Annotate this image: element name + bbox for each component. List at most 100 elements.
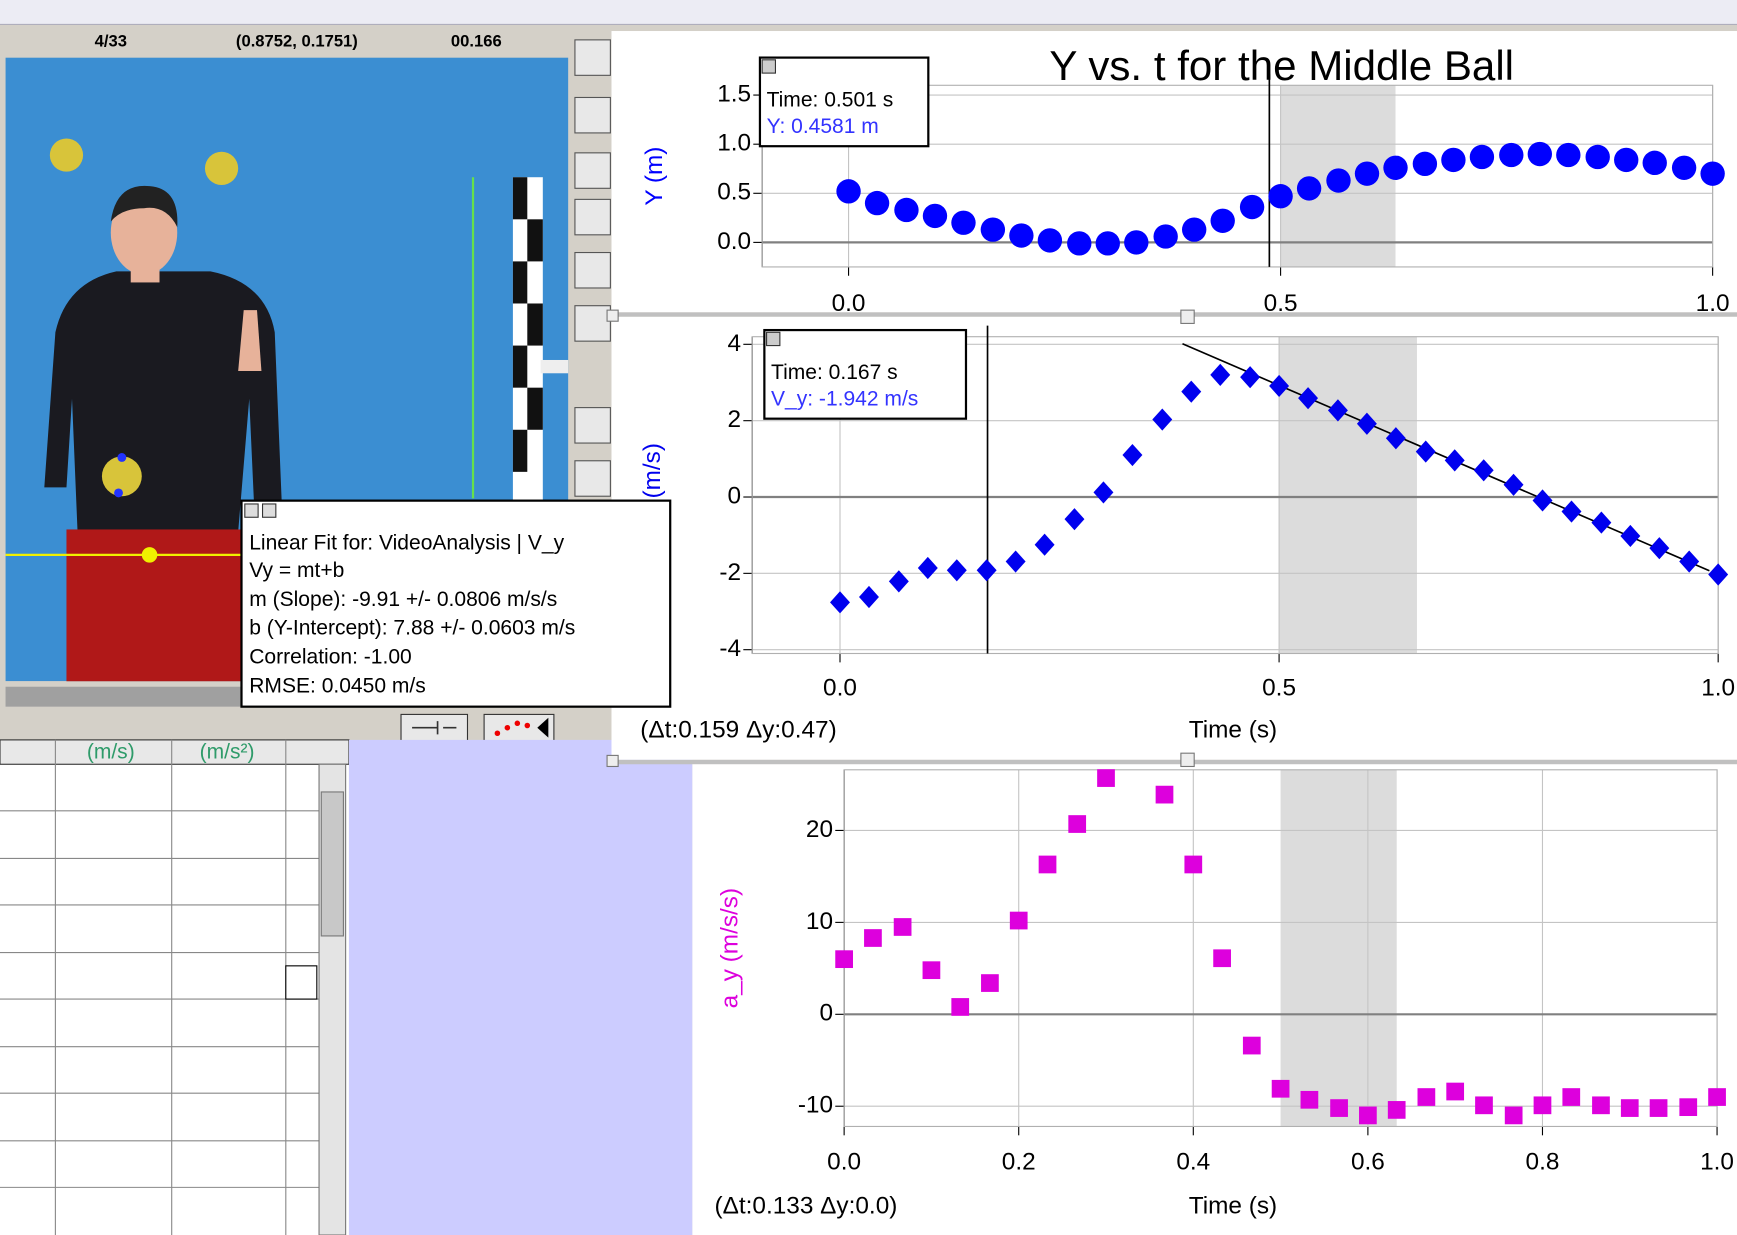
data-point xyxy=(981,217,1005,241)
ball xyxy=(50,138,83,171)
data-point xyxy=(1010,912,1028,930)
data-point xyxy=(981,974,999,992)
y-tick-label: 0.5 xyxy=(717,179,751,206)
tooltip-close[interactable] xyxy=(767,332,780,345)
y-tick-label: -2 xyxy=(719,559,741,586)
y-tick-label: 4 xyxy=(728,330,742,357)
data-point xyxy=(1413,152,1437,176)
y-tick-label: 0.0 xyxy=(717,228,751,255)
x-tick-label: 0.0 xyxy=(823,674,857,701)
scroll-thumb[interactable] xyxy=(321,792,343,936)
data-point xyxy=(1268,184,1292,208)
track-point xyxy=(114,488,123,497)
data-point xyxy=(1211,209,1235,233)
data-point xyxy=(1355,161,1379,185)
x-tick-label: 1.0 xyxy=(1701,674,1735,701)
tool-button[interactable] xyxy=(575,199,610,234)
data-point xyxy=(835,950,853,968)
stick-arm xyxy=(541,360,569,373)
data-point xyxy=(1621,1099,1639,1117)
data-point xyxy=(1643,151,1667,175)
data-point xyxy=(894,198,918,222)
data-point xyxy=(1528,142,1552,166)
resize-handle[interactable] xyxy=(1181,310,1194,323)
x-tick-label: 0.8 xyxy=(1526,1148,1560,1175)
data-point xyxy=(1679,1098,1697,1116)
data-point xyxy=(1097,769,1115,787)
tool-button[interactable] xyxy=(575,97,610,132)
data-point xyxy=(1039,856,1057,874)
data-point xyxy=(923,961,941,979)
selection xyxy=(1279,337,1417,654)
tool-button[interactable] xyxy=(575,306,610,341)
fit-text: Correlation: -1.00 xyxy=(249,645,412,668)
tool-button[interactable] xyxy=(575,253,610,288)
data-point xyxy=(1470,145,1494,169)
data-point xyxy=(836,179,860,203)
data-point xyxy=(1441,148,1465,172)
column-header: (m/s) xyxy=(87,741,135,764)
ball xyxy=(205,152,238,185)
data-point xyxy=(1556,143,1580,167)
x-tick-label: 1.0 xyxy=(1700,1148,1734,1175)
data-point xyxy=(1067,231,1091,255)
person-neck xyxy=(131,266,160,283)
tool-button[interactable] xyxy=(575,153,610,188)
panel-divider xyxy=(611,312,1737,316)
y-tick-label: -4 xyxy=(719,635,741,662)
data-point xyxy=(1153,224,1177,248)
tool-button[interactable] xyxy=(575,461,610,496)
tool-button[interactable] xyxy=(575,408,610,443)
data-point xyxy=(1418,1088,1436,1106)
y-tick-label: 1.5 xyxy=(717,81,751,108)
top-bar xyxy=(0,0,1737,24)
y-tick-label: 0 xyxy=(728,482,742,509)
delta-readout: (Δt:0.133 Δy:0.0) xyxy=(715,1193,898,1220)
data-point xyxy=(1213,949,1231,967)
frame-number: 4/33 xyxy=(95,31,127,50)
tool-button[interactable] xyxy=(575,40,610,75)
data-point xyxy=(1650,1099,1668,1117)
data-point xyxy=(1272,1080,1290,1098)
resize-handle[interactable] xyxy=(607,755,618,766)
minimize-button[interactable] xyxy=(263,504,276,517)
table-header xyxy=(0,740,349,764)
data-point xyxy=(1700,161,1724,185)
fit-text: Linear Fit for: VideoAnalysis | V_y xyxy=(249,531,564,554)
frame-time: 00.166 xyxy=(451,31,502,50)
data-point xyxy=(951,211,975,235)
data-point xyxy=(864,929,882,947)
data-point xyxy=(1009,223,1033,247)
data-point xyxy=(1038,228,1062,252)
tooltip-text: Time: 0.167 s xyxy=(771,361,898,384)
close-button[interactable] xyxy=(245,504,258,517)
data-point xyxy=(1562,1088,1580,1106)
data-point xyxy=(1240,195,1264,219)
y-axis-label: Y (m) xyxy=(641,147,668,206)
x-tick-label: 0.6 xyxy=(1351,1148,1385,1175)
fit-text: RMSE: 0.0450 m/s xyxy=(249,674,426,697)
cursor-coords: (0.8752, 0.1751) xyxy=(236,31,358,50)
y-tick-label: 2 xyxy=(728,406,742,433)
data-point xyxy=(1297,176,1321,200)
data-point xyxy=(951,998,969,1016)
column-header: (m/s²) xyxy=(200,741,255,764)
data-point xyxy=(1326,168,1350,192)
fit-box: Linear Fit for: VideoAnalysis | V_y Vy =… xyxy=(241,501,670,707)
x-axis-label: Time (s) xyxy=(1189,1193,1277,1220)
resize-handle[interactable] xyxy=(607,310,618,321)
resize-handle[interactable] xyxy=(1181,753,1194,766)
data-point xyxy=(1359,1107,1377,1125)
data-point xyxy=(923,204,947,228)
tooltip-close[interactable] xyxy=(762,60,775,73)
data-point xyxy=(1672,156,1696,180)
data-point xyxy=(1182,217,1206,241)
data-point xyxy=(1534,1096,1552,1114)
data-point xyxy=(1499,143,1523,167)
data-point xyxy=(1301,1091,1319,1109)
x-tick-label: 0.2 xyxy=(1002,1148,1036,1175)
data-point xyxy=(865,191,889,215)
y-tick-label: 10 xyxy=(806,908,833,935)
data-point xyxy=(1614,148,1638,172)
data-point xyxy=(1068,815,1086,833)
